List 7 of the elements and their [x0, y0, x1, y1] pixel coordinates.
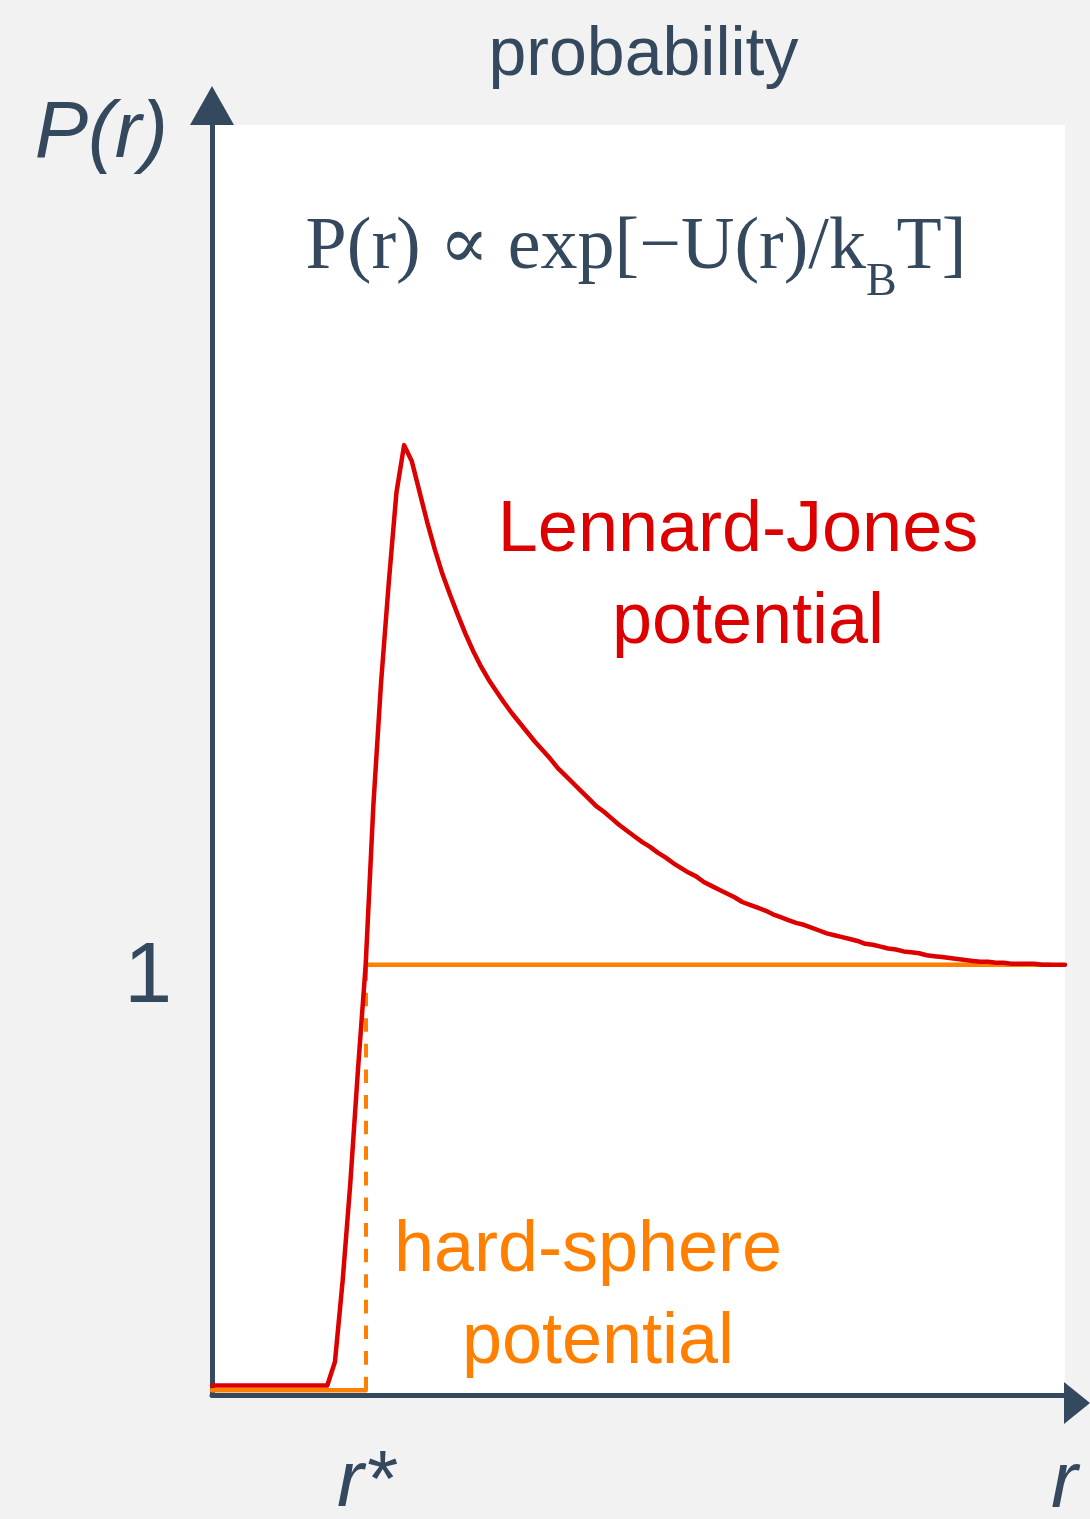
chart-title: probability — [488, 13, 799, 89]
y-axis-title: P(r) — [34, 84, 168, 174]
series-label: Lennard-Jones potential — [497, 486, 999, 658]
x-axis-title: r — [1051, 1434, 1081, 1519]
text: r* — [337, 1433, 398, 1519]
text: 1 — [124, 924, 172, 1020]
series-label: hard-sphere potential — [393, 1206, 803, 1378]
